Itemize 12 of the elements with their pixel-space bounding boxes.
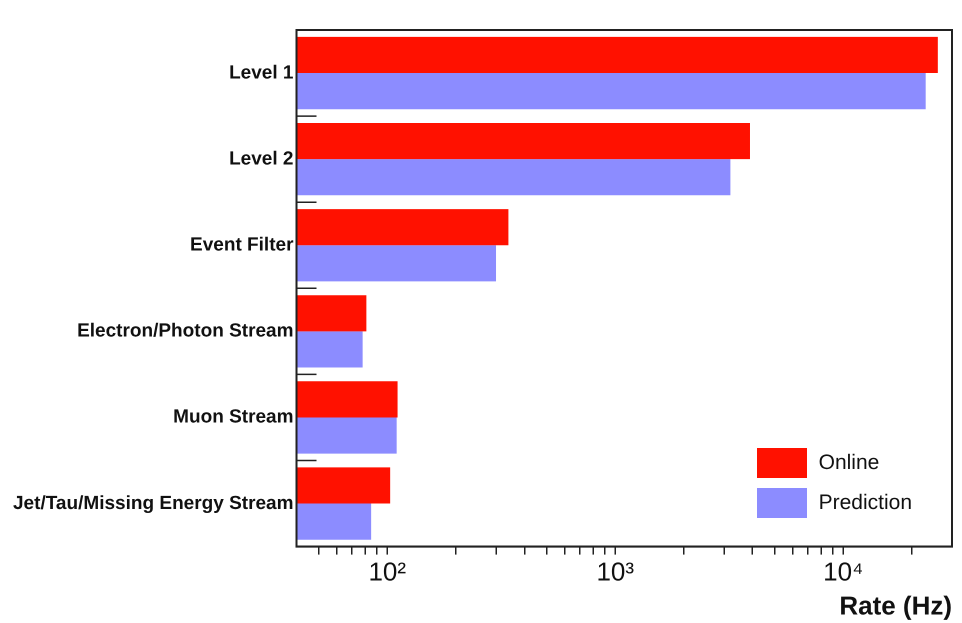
legend-label: Prediction <box>818 491 912 515</box>
x-axis-title: Rate (Hz) <box>839 590 952 621</box>
y-tick-label: Event Filter <box>190 234 294 256</box>
y-tick-label: Level 2 <box>229 148 294 170</box>
y-tick-label: Level 1 <box>229 62 294 84</box>
x-tick-label: 10⁴ <box>823 556 864 586</box>
y-tick-label: Electron/Photon Stream <box>77 320 294 342</box>
y-tick-label: Muon Stream <box>173 406 294 428</box>
y-tick-label: Jet/Tau/Missing Energy Stream <box>12 492 294 514</box>
x-tick-label: 10² <box>368 556 406 586</box>
x-tick-label: 10³ <box>596 556 634 586</box>
legend-label: Online <box>818 451 880 475</box>
